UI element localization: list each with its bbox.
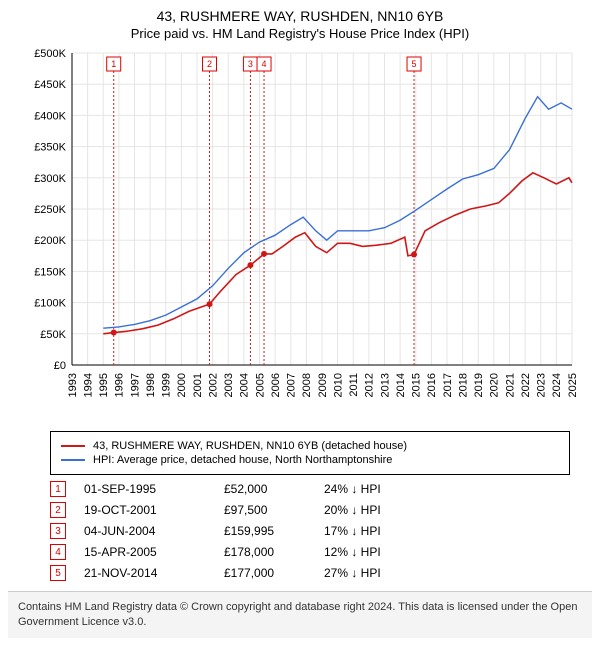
- svg-text:£450K: £450K: [34, 79, 66, 91]
- legend-label: 43, RUSHMERE WAY, RUSHDEN, NN10 6YB (det…: [93, 440, 407, 452]
- legend-item-property: 43, RUSHMERE WAY, RUSHDEN, NN10 6YB (det…: [61, 440, 559, 452]
- title-address: 43, RUSHMERE WAY, RUSHDEN, NN10 6YB: [10, 8, 590, 24]
- svg-text:2017: 2017: [442, 373, 454, 397]
- sale-marker-icon: 5: [50, 565, 66, 581]
- sale-diff: 20% ↓ HPI: [324, 503, 381, 517]
- svg-text:2001: 2001: [192, 373, 204, 397]
- attribution-text: Contains HM Land Registry data © Crown c…: [8, 591, 592, 638]
- svg-text:2016: 2016: [426, 373, 438, 397]
- svg-text:2006: 2006: [270, 373, 282, 397]
- svg-text:2009: 2009: [317, 373, 329, 397]
- svg-text:2024: 2024: [551, 373, 563, 397]
- svg-text:5: 5: [412, 59, 417, 69]
- sales-table: 1 01-SEP-1995 £52,000 24% ↓ HPI 2 19-OCT…: [50, 481, 570, 581]
- svg-text:£0: £0: [54, 360, 66, 372]
- sale-date: 21-NOV-2014: [84, 566, 224, 580]
- table-row: 1 01-SEP-1995 £52,000 24% ↓ HPI: [50, 481, 570, 497]
- sale-price: £177,000: [224, 566, 324, 580]
- sale-marker-icon: 2: [50, 502, 66, 518]
- svg-text:£50K: £50K: [40, 329, 66, 341]
- sale-marker-icon: 4: [50, 544, 66, 560]
- sale-date: 01-SEP-1995: [84, 482, 224, 496]
- svg-text:2023: 2023: [536, 373, 548, 397]
- sale-price: £52,000: [224, 482, 324, 496]
- svg-text:4: 4: [262, 59, 267, 69]
- svg-text:2022: 2022: [520, 373, 532, 397]
- svg-text:1999: 1999: [161, 373, 173, 397]
- svg-text:£200K: £200K: [34, 235, 66, 247]
- svg-text:£500K: £500K: [34, 48, 66, 60]
- sale-diff: 27% ↓ HPI: [324, 566, 381, 580]
- svg-text:£100K: £100K: [34, 298, 66, 310]
- table-row: 3 04-JUN-2004 £159,995 17% ↓ HPI: [50, 523, 570, 539]
- svg-text:2014: 2014: [395, 373, 407, 397]
- sale-diff: 12% ↓ HPI: [324, 545, 381, 559]
- sale-price: £159,995: [224, 524, 324, 538]
- sale-marker-icon: 3: [50, 523, 66, 539]
- chart-svg: £0 £50K £100K £150K £200K £250K £300K £350K £400…: [20, 45, 580, 425]
- table-row: 2 19-OCT-2001 £97,500 20% ↓ HPI: [50, 502, 570, 518]
- sale-diff: 24% ↓ HPI: [324, 482, 381, 496]
- sale-date: 19-OCT-2001: [84, 503, 224, 517]
- sale-price: £97,500: [224, 503, 324, 517]
- sale-date: 04-JUN-2004: [84, 524, 224, 538]
- svg-text:2011: 2011: [348, 373, 360, 397]
- table-row: 4 15-APR-2005 £178,000 12% ↓ HPI: [50, 544, 570, 560]
- page: 43, RUSHMERE WAY, RUSHDEN, NN10 6YB Pric…: [0, 0, 600, 638]
- table-row: 5 21-NOV-2014 £177,000 27% ↓ HPI: [50, 565, 570, 581]
- svg-text:2010: 2010: [332, 373, 344, 397]
- svg-text:3: 3: [248, 59, 253, 69]
- sale-diff: 17% ↓ HPI: [324, 524, 381, 538]
- svg-text:2012: 2012: [364, 373, 376, 397]
- svg-text:2018: 2018: [457, 373, 469, 397]
- svg-text:2002: 2002: [207, 373, 219, 397]
- svg-text:£250K: £250K: [34, 204, 66, 216]
- legend-swatch: [61, 445, 85, 447]
- svg-text:2005: 2005: [254, 373, 266, 397]
- svg-text:1993: 1993: [67, 373, 79, 397]
- svg-text:£400K: £400K: [34, 110, 66, 122]
- svg-text:1994: 1994: [82, 373, 94, 397]
- svg-text:2: 2: [207, 59, 212, 69]
- svg-text:2007: 2007: [286, 373, 298, 397]
- legend-item-hpi: HPI: Average price, detached house, Nort…: [61, 454, 559, 466]
- svg-text:£150K: £150K: [34, 266, 66, 278]
- svg-text:1: 1: [111, 59, 116, 69]
- svg-text:1996: 1996: [114, 373, 126, 397]
- title-block: 43, RUSHMERE WAY, RUSHDEN, NN10 6YB Pric…: [0, 0, 600, 45]
- sale-marker-icon: 1: [50, 481, 66, 497]
- price-chart: £0 £50K £100K £150K £200K £250K £300K £350K £400…: [20, 45, 580, 425]
- svg-text:2025: 2025: [567, 373, 579, 397]
- svg-text:2019: 2019: [473, 373, 485, 397]
- sale-price: £178,000: [224, 545, 324, 559]
- svg-text:£350K: £350K: [34, 142, 66, 154]
- svg-text:2021: 2021: [504, 373, 516, 397]
- svg-text:£300K: £300K: [34, 173, 66, 185]
- svg-text:2000: 2000: [176, 373, 188, 397]
- svg-text:2008: 2008: [301, 373, 313, 397]
- svg-text:2013: 2013: [379, 373, 391, 397]
- title-subtitle: Price paid vs. HM Land Registry's House …: [10, 26, 590, 41]
- sale-date: 15-APR-2005: [84, 545, 224, 559]
- legend-swatch: [61, 459, 85, 461]
- legend: 43, RUSHMERE WAY, RUSHDEN, NN10 6YB (det…: [50, 431, 570, 475]
- svg-text:2020: 2020: [489, 373, 501, 397]
- svg-text:1995: 1995: [98, 373, 110, 397]
- svg-text:2003: 2003: [223, 373, 235, 397]
- svg-text:2004: 2004: [239, 373, 251, 397]
- svg-text:1997: 1997: [129, 373, 141, 397]
- svg-text:1998: 1998: [145, 373, 157, 397]
- svg-text:2015: 2015: [411, 373, 423, 397]
- legend-label: HPI: Average price, detached house, Nort…: [93, 454, 392, 466]
